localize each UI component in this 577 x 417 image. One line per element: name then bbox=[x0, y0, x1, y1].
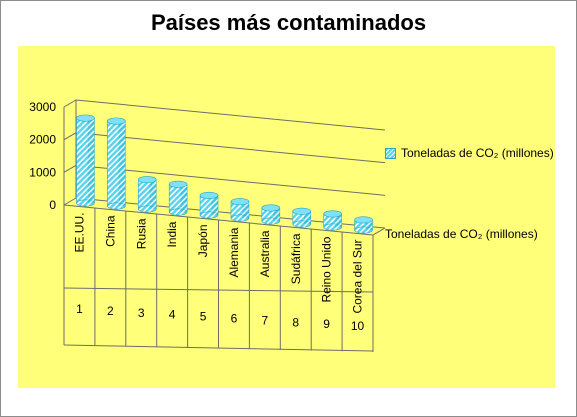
gridline-side bbox=[63, 132, 77, 141]
bar-shade bbox=[118, 121, 126, 206]
series-axis-label: Toneladas de CO₂ (millones) bbox=[385, 227, 538, 241]
category-label: Reino Unido bbox=[320, 236, 334, 302]
rank-label: 7 bbox=[262, 313, 269, 327]
gridline-side bbox=[63, 99, 77, 108]
rank-label: 2 bbox=[107, 304, 114, 318]
axis-layer bbox=[63, 100, 386, 352]
gridline bbox=[75, 164, 386, 196]
gridline-side bbox=[63, 197, 77, 206]
bar-top bbox=[107, 117, 126, 125]
floor-right bbox=[372, 227, 386, 236]
bar-top bbox=[199, 191, 219, 199]
bar-shade bbox=[273, 207, 280, 221]
chart-title: Países más contaminados bbox=[150, 10, 427, 35]
rank-label: 9 bbox=[323, 317, 330, 331]
category-label: Alemania bbox=[227, 227, 241, 277]
bar-shade bbox=[87, 118, 95, 203]
bar-shade bbox=[334, 213, 342, 227]
bar-shade bbox=[180, 184, 188, 212]
bar-shade bbox=[303, 211, 311, 224]
table-row-line bbox=[63, 287, 374, 293]
category-label: Australia bbox=[258, 230, 272, 277]
bar-layer bbox=[76, 114, 373, 234]
rank-label: 4 bbox=[169, 308, 176, 322]
label-layer: 3000 2000 1000 0 EE.UU. 1 China 2 Rusia 3 India 4 Ja… bbox=[29, 100, 364, 333]
bar-shade bbox=[365, 219, 373, 230]
rank-label: 6 bbox=[231, 312, 238, 326]
category-label: Rusia bbox=[134, 218, 148, 249]
rank-label: 8 bbox=[292, 315, 299, 329]
gridline-side bbox=[63, 164, 77, 173]
y-tick-label: 0 bbox=[49, 198, 56, 212]
bar-top bbox=[292, 207, 312, 215]
bar-top bbox=[168, 180, 188, 188]
gridline bbox=[75, 132, 386, 164]
table-bottom-line bbox=[63, 344, 374, 352]
category-label: China bbox=[103, 215, 117, 247]
bar-top bbox=[261, 204, 281, 212]
bar-top bbox=[323, 210, 342, 218]
rank-label: 5 bbox=[200, 310, 207, 324]
legend: Toneladas de CO₂ (millones) bbox=[385, 146, 554, 160]
rank-label: 3 bbox=[138, 306, 145, 320]
category-label: India bbox=[165, 221, 179, 247]
rank-label: 1 bbox=[76, 302, 83, 316]
y-tick-label: 3000 bbox=[29, 100, 56, 114]
category-label: Corea del Sur bbox=[351, 240, 365, 314]
y-tick-label: 1000 bbox=[29, 165, 56, 179]
y-tick-label: 2000 bbox=[29, 133, 56, 147]
bar-top bbox=[230, 198, 250, 206]
bar-top bbox=[354, 216, 373, 224]
bar-shade bbox=[149, 179, 157, 209]
bar-shade bbox=[242, 201, 249, 218]
bar-top bbox=[137, 176, 157, 184]
category-label: Sudáfrica bbox=[289, 233, 303, 284]
rank-label: 10 bbox=[351, 319, 365, 333]
legend-label: Toneladas de CO₂ (millones) bbox=[401, 146, 554, 160]
category-label: Japón bbox=[196, 225, 210, 258]
bar-shade bbox=[211, 195, 219, 215]
gridline bbox=[75, 99, 386, 131]
legend-swatch bbox=[385, 147, 396, 159]
category-label: EE.UU. bbox=[72, 213, 86, 253]
bar-top bbox=[76, 114, 95, 122]
